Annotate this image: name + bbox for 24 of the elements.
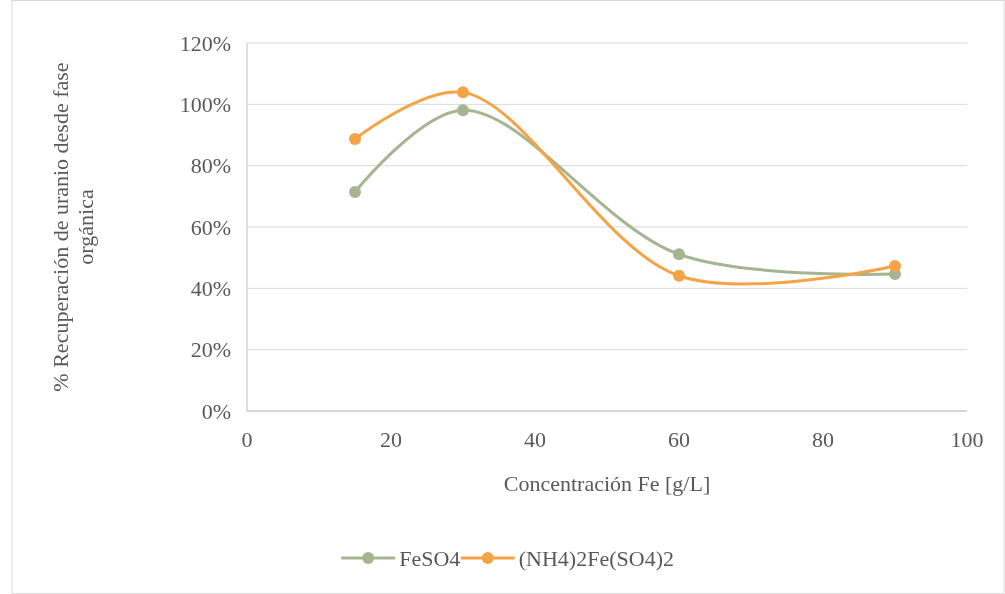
point [673,269,685,282]
x-tick-label: 60 [668,427,690,452]
y-axis-title: % Recuperación de uranio desde fase orgánica [47,62,99,392]
point [889,259,901,272]
x-tick-label: 100 [950,427,984,452]
point [457,104,469,117]
x-tick-label: 80 [812,427,834,452]
y-tick-label: 60% [190,214,231,240]
x-axis-title: Concentración Fe [g/L] [503,471,711,496]
x-tick-label: 0 [241,427,253,452]
point [673,248,685,261]
y-tick-label: 80% [190,153,231,179]
point [349,132,361,145]
y-tick-label: 20% [190,337,231,363]
y-tick-label: 120% [179,30,231,56]
x-tick-label: 20 [380,427,402,452]
y-tick-label: 0% [201,398,231,424]
point [349,186,361,199]
y-tick-label: 40% [190,276,231,302]
x-tick-label: 40 [524,427,546,452]
legend-label: FeSO4 [399,545,461,571]
point [457,86,469,99]
y-tick-label: 100% [179,92,231,118]
legend-label: (NH4)2Fe(SO4)2 [518,545,674,571]
